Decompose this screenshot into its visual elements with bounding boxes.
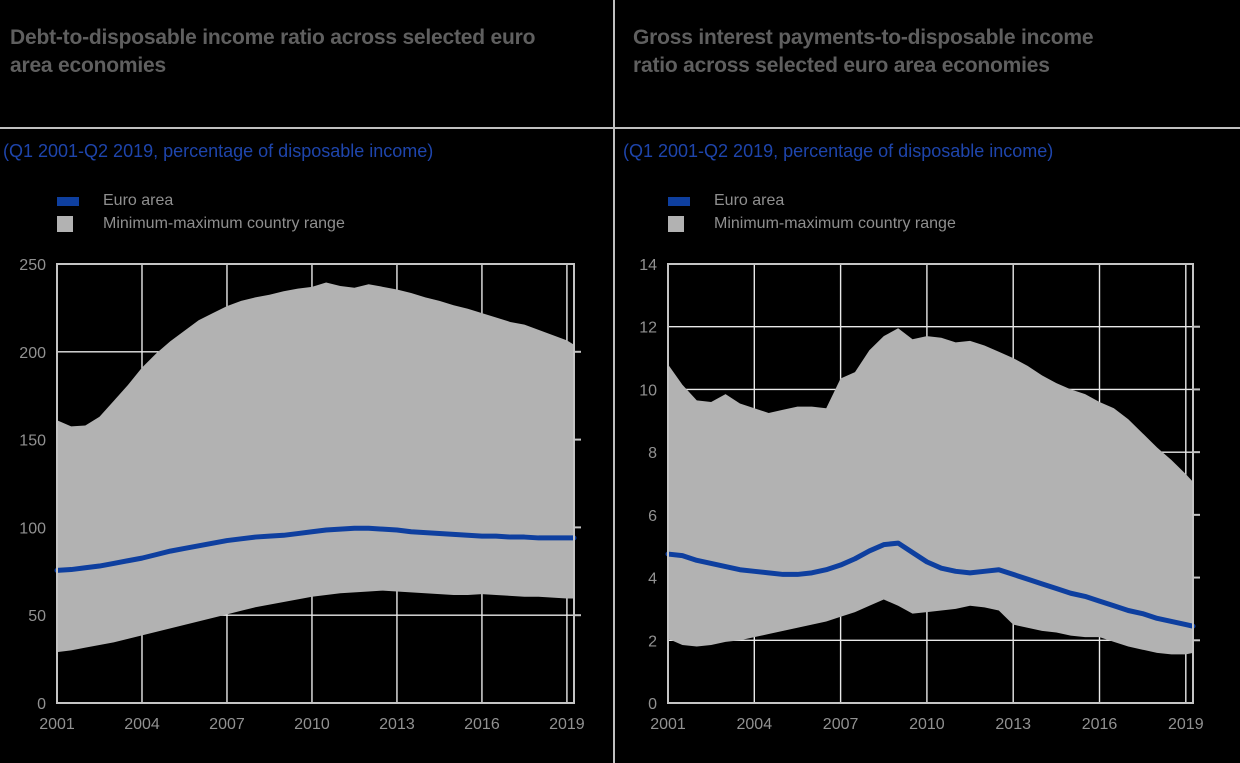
x-tick-label: 2004 [124,716,160,733]
y-tick-label: 0 [37,696,46,713]
x-tick-label: 2013 [379,716,415,733]
legend-item-minmax-range: Minimum-maximum country range [668,214,956,234]
legend-label-euro-area: Euro area [714,192,785,209]
legend-item-euro-area: Euro area [57,191,345,211]
x-tick-label: 2010 [909,716,945,733]
legend-item-minmax-range: Minimum-maximum country range [57,214,345,234]
x-tick-label: 2004 [737,716,773,733]
left-chart-subtitle: (Q1 2001-Q2 2019, percentage of disposab… [3,141,434,161]
y-tick-label: 6 [648,508,657,525]
euro-area-line [665,540,1196,629]
x-tick-label: 2007 [209,716,245,733]
y-tick-label: 250 [19,257,46,274]
legend-label-minmax-range: Minimum-maximum country range [103,215,345,232]
left-chart-legend: Euro area Minimum-maximum country range [57,191,345,234]
y-tick-label: 10 [639,382,657,399]
y-tick-label: 0 [648,696,657,713]
y-tick-label: 150 [19,433,46,450]
title-rule [0,127,1240,129]
legend-label-euro-area: Euro area [103,192,174,209]
x-tick-label: 2019 [1168,716,1204,733]
y-tick-label: 2 [648,633,657,650]
euro-area-line-swatch-icon [668,196,690,206]
euro-area-line-swatch-icon [57,196,79,206]
x-tick-label: 2001 [39,716,75,733]
y-tick-label: 50 [28,608,46,625]
euro-area-line [54,525,577,573]
plot-border [56,263,575,704]
x-tick-label: 2013 [995,716,1031,733]
minmax-range-swatch-icon [57,216,73,232]
min-max-band-area [57,282,574,653]
y-tick-label: 12 [639,320,657,337]
left-chart-title: Debt-to-disposable income ratio across s… [10,26,536,77]
x-tick-label: 2001 [650,716,686,733]
right-chart-panel: Gross interest payments-to-disposable in… [615,0,1240,763]
plot-border [667,263,1194,704]
right-chart-canvas: 0 2 4 6 8 10 12 14 2001 2004 2007 2010 2013 2016 2019 [639,257,1204,733]
right-chart-subtitle: (Q1 2001-Q2 2019, percentage of disposab… [623,141,1054,161]
y-tick-label: 8 [648,445,657,462]
x-tick-label: 2016 [1082,716,1118,733]
left-chart-canvas: 0 50 100 150 200 250 2001 2004 2007 2010 2013 2016 2… [19,257,585,733]
x-tick-label: 2016 [464,716,500,733]
left-chart-panel: Debt-to-disposable income ratio across s… [0,0,614,763]
x-tick-label: 2010 [294,716,330,733]
minmax-range-swatch-icon [668,216,684,232]
legend-item-euro-area: Euro area [668,191,956,211]
right-chart-title: Gross interest payments-to-disposable in… [633,26,1094,77]
legend-label-minmax-range: Minimum-maximum country range [714,215,956,232]
right-chart-legend: Euro area Minimum-maximum country range [668,191,956,234]
x-tick-label: 2019 [549,716,585,733]
y-tick-label: 14 [639,257,657,274]
y-tick-label: 200 [19,345,46,362]
y-tick-label: 4 [648,571,657,588]
x-tick-label: 2007 [823,716,859,733]
y-tick-label: 100 [19,520,46,537]
panel-divider [613,0,615,763]
